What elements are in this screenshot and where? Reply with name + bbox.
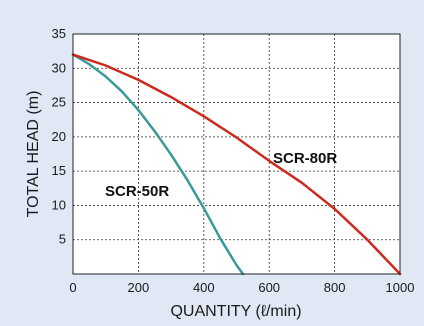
y-tick-label: 35	[52, 26, 66, 41]
x-tick-label: 200	[128, 280, 150, 295]
x-tick-label: 1000	[386, 280, 415, 295]
y-tick-label: 30	[52, 60, 66, 75]
x-tick-label: 400	[193, 280, 215, 295]
x-axis-label: QUANTITY (ℓ/min)	[170, 303, 301, 320]
series-labels: SCR-50R SCR-80R	[105, 150, 337, 200]
y-axis-label: TOTAL HEAD (m)	[25, 91, 42, 218]
y-tick-label: 25	[52, 95, 66, 110]
series-line-scr-80r	[71, 53, 402, 276]
plot-frame	[72, 33, 401, 275]
y-tick-label: 5	[59, 232, 66, 247]
y-tick-label: 15	[52, 163, 66, 178]
y-tick-labels: 5 10 15 20 25 30 35	[52, 26, 66, 247]
x-tick-label: 600	[258, 280, 280, 295]
x-tick-labels: 0 200 400 600 800 1000	[69, 280, 414, 295]
y-tick-label: 20	[52, 129, 66, 144]
y-tick-label: 10	[52, 197, 66, 212]
grid	[73, 34, 400, 274]
series-label-scr-80r: SCR-80R	[273, 150, 337, 167]
series-label-scr-50r: SCR-50R	[105, 183, 169, 200]
x-tick-label: 0	[69, 280, 76, 295]
series-line-scr-50r	[71, 53, 245, 276]
series-layer	[71, 53, 402, 276]
plot-area	[73, 34, 400, 274]
x-tick-label: 800	[324, 280, 346, 295]
